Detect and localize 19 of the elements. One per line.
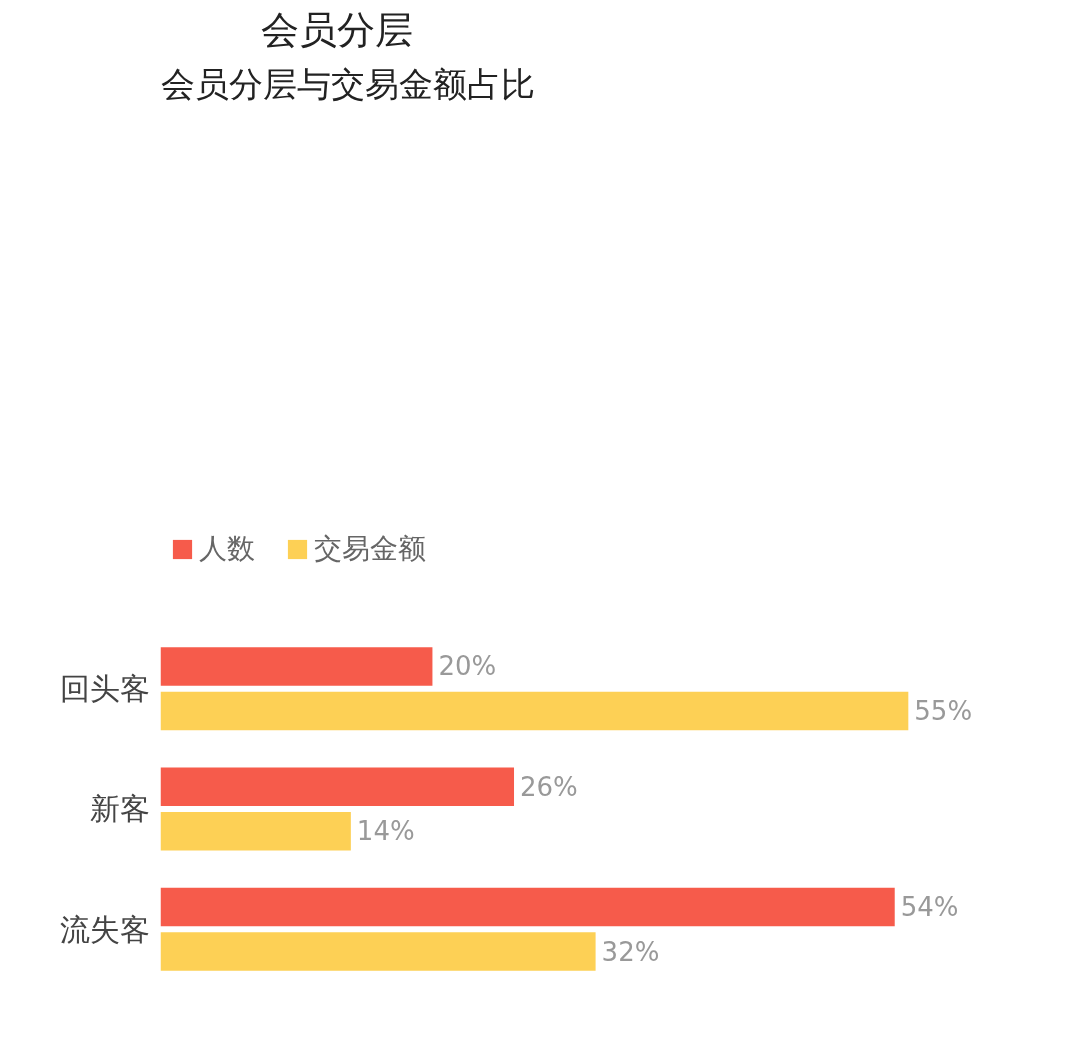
bar xyxy=(160,767,515,806)
data-label: 55% xyxy=(914,695,973,726)
bar xyxy=(160,691,909,731)
bar xyxy=(160,647,433,686)
y-tick-label: 新客 xyxy=(89,791,150,827)
chart-title: 会员分层与交易金额占比 xyxy=(160,63,535,104)
data-label: 20% xyxy=(438,651,497,682)
bar xyxy=(160,932,596,971)
y-tick-label: 回头客 xyxy=(59,671,150,707)
data-label: 26% xyxy=(520,771,578,802)
legend-label: 交易金额 xyxy=(314,530,426,567)
text: 会员分层 xyxy=(260,7,413,52)
data-label: 14% xyxy=(356,816,415,847)
bar xyxy=(160,887,895,927)
data-label: 54% xyxy=(900,892,959,923)
legend-label: 人数 xyxy=(199,530,255,567)
y-tick-label: 流失客 xyxy=(59,911,150,947)
bar xyxy=(160,812,351,851)
data-label: 32% xyxy=(601,936,660,967)
